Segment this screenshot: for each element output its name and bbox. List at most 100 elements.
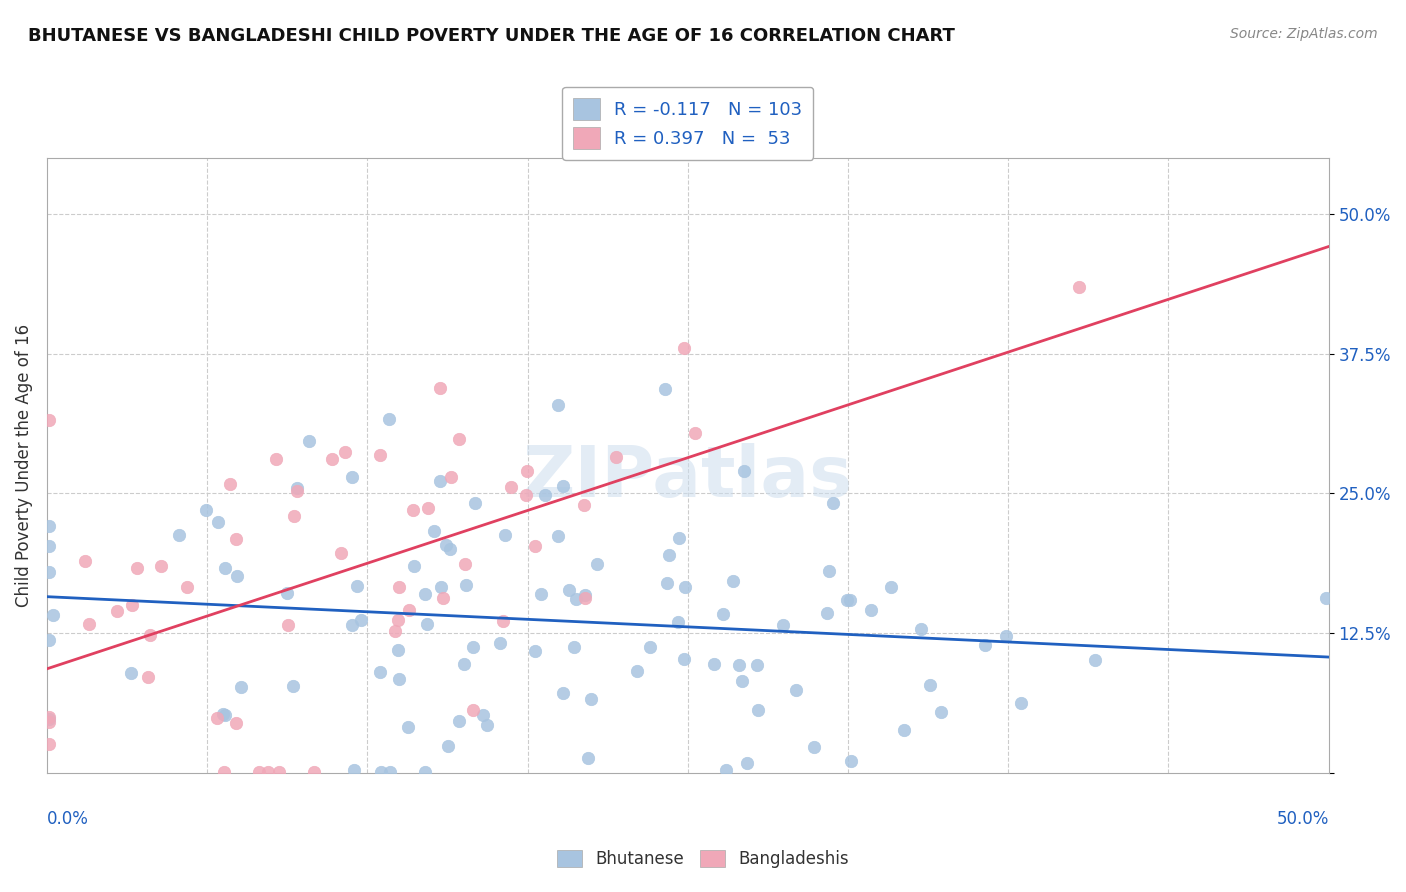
Point — [125, 561, 148, 575]
Point — [38, 518, 60, 533]
Point — [257, 765, 280, 780]
Point — [378, 765, 401, 780]
Point — [817, 564, 839, 578]
Point — [454, 578, 477, 592]
Point — [205, 711, 228, 725]
Point — [524, 643, 547, 657]
Point — [150, 559, 173, 574]
Point — [429, 474, 451, 488]
Text: BHUTANESE VS BANGLADESHI CHILD POVERTY UNDER THE AGE OF 16 CORRELATION CHART: BHUTANESE VS BANGLADESHI CHILD POVERTY U… — [28, 27, 955, 45]
Point — [910, 623, 932, 637]
Legend: Bhutanese, Bangladeshis: Bhutanese, Bangladeshis — [550, 843, 856, 875]
Point — [437, 739, 460, 753]
Point — [728, 657, 751, 672]
Point — [501, 480, 523, 494]
Point — [673, 651, 696, 665]
Point — [321, 452, 343, 467]
Point — [329, 546, 352, 560]
Point — [579, 691, 602, 706]
Point — [576, 750, 599, 764]
Point — [136, 669, 159, 683]
Point — [772, 618, 794, 632]
Point — [38, 710, 60, 724]
Point — [378, 412, 401, 426]
Point — [342, 618, 364, 632]
Point — [247, 765, 270, 780]
Point — [79, 616, 101, 631]
Point — [572, 499, 595, 513]
Point — [350, 613, 373, 627]
Point — [387, 613, 409, 627]
Point — [276, 586, 298, 600]
Point — [839, 754, 862, 768]
Point — [340, 469, 363, 483]
Point — [703, 657, 725, 671]
Point — [605, 450, 627, 464]
Point — [994, 629, 1017, 643]
Point — [269, 765, 291, 780]
Point — [436, 537, 458, 551]
Point — [285, 481, 308, 495]
Point — [398, 603, 420, 617]
Point — [346, 579, 368, 593]
Point — [38, 565, 60, 579]
Point — [432, 591, 454, 605]
Point — [711, 607, 734, 622]
Point — [731, 673, 754, 688]
Point — [423, 524, 446, 538]
Point — [1067, 280, 1090, 294]
Point — [714, 764, 737, 778]
Point — [673, 580, 696, 594]
Point — [747, 703, 769, 717]
Point — [281, 679, 304, 693]
Point — [368, 448, 391, 462]
Point — [492, 614, 515, 628]
Point — [658, 549, 681, 563]
Text: ZIPatlas: ZIPatlas — [523, 443, 853, 512]
Point — [666, 615, 689, 630]
Point — [107, 603, 129, 617]
Point — [388, 580, 411, 594]
Point — [533, 487, 555, 501]
Point — [430, 580, 453, 594]
Point — [343, 764, 366, 778]
Point — [494, 528, 516, 542]
Point — [721, 574, 744, 588]
Point — [298, 434, 321, 448]
Point — [176, 580, 198, 594]
Point — [745, 657, 768, 672]
Point — [551, 686, 574, 700]
Point — [218, 477, 240, 491]
Point — [38, 737, 60, 751]
Point — [167, 528, 190, 542]
Point — [974, 638, 997, 652]
Point — [472, 708, 495, 723]
Point — [73, 554, 96, 568]
Point — [447, 714, 470, 728]
Point — [416, 500, 439, 515]
Point — [880, 580, 903, 594]
Point — [225, 715, 247, 730]
Point — [38, 539, 60, 553]
Point — [370, 765, 392, 780]
Point — [38, 413, 60, 427]
Point — [673, 342, 696, 356]
Point — [226, 569, 249, 583]
Point — [38, 633, 60, 648]
Point — [558, 582, 581, 597]
Point — [562, 640, 585, 654]
Point — [439, 541, 461, 556]
Point — [396, 720, 419, 734]
Point — [404, 559, 426, 574]
Point — [302, 765, 325, 780]
Text: 0.0%: 0.0% — [46, 810, 89, 828]
Point — [429, 382, 451, 396]
Point — [585, 557, 607, 571]
Point — [489, 635, 512, 649]
Point — [1010, 696, 1032, 710]
Point — [893, 723, 915, 737]
Point — [547, 398, 569, 412]
Point — [214, 561, 236, 575]
Point — [384, 624, 406, 638]
Point — [574, 591, 596, 605]
